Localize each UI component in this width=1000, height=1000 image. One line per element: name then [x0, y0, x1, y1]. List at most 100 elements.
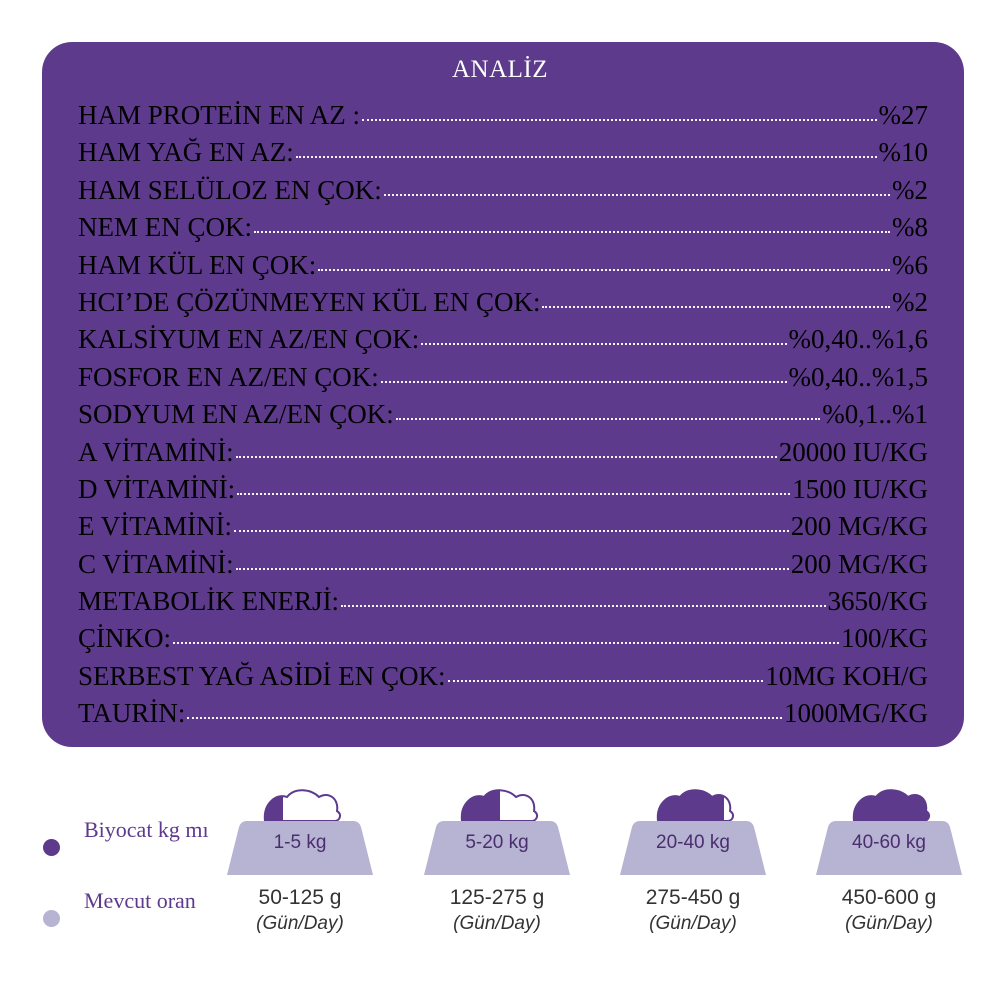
analysis-row: TAURİN: 1000MG/KG	[78, 695, 928, 732]
row-value: %6	[892, 249, 928, 280]
analysis-row: ÇİNKO: 100/KG	[78, 620, 928, 657]
bowl-weight-range: 20-40 kg	[656, 832, 730, 853]
analysis-row: C VİTAMİNİ: 200 MG/KG	[78, 546, 928, 583]
dot-leader	[318, 268, 890, 271]
dot-leader	[341, 605, 826, 608]
bowl-unit: (Gün/Day)	[649, 913, 737, 934]
food-fill-mark	[461, 790, 500, 821]
row-label: KALSİYUM EN AZ/EN ÇOK:	[78, 324, 420, 355]
row-label: NEM EN ÇOK:	[78, 212, 252, 243]
dot-leader	[542, 305, 890, 308]
dot-leader	[380, 380, 787, 383]
row-value: 100/KG	[841, 623, 928, 654]
analysis-row: HCI’DE ÇÖZÜNMEYEN KÜL EN ÇOK: %2	[78, 284, 928, 321]
bowl-weight-range: 40-60 kg	[852, 832, 926, 853]
analysis-row: SERBEST YAĞ ASİDİ EN ÇOK: 10MG KOH/G	[78, 658, 928, 695]
bowl-weight-range: 1-5 kg	[273, 832, 327, 853]
row-value: %0,40..%1,5	[788, 361, 928, 392]
row-label: HCI’DE ÇÖZÜNMEYEN KÜL EN ÇOK:	[78, 286, 541, 317]
row-value: %0,40..%1,6	[788, 324, 928, 355]
row-label: D VİTAMİNİ:	[78, 473, 236, 504]
analysis-title: ANALİZ	[451, 56, 549, 83]
bowl-icon	[424, 789, 570, 875]
row-label: HAM PROTEİN EN AZ :	[78, 100, 360, 130]
dot-leader	[395, 418, 821, 421]
bowl-unit: (Gün/Day)	[845, 913, 933, 934]
dot-leader	[235, 455, 777, 458]
row-label: HAM SELÜLOZ EN ÇOK:	[78, 174, 382, 205]
bowl-4: 40-60 kg 450-600 g (Gün/Day)	[814, 785, 964, 950]
row-value: %10	[878, 137, 929, 168]
legend: Biyocat kg mı Mevcut oran	[40, 815, 220, 956]
row-value: %2	[892, 174, 928, 205]
analysis-row: HAM KÜL EN ÇOK: %6	[78, 247, 928, 284]
row-label: SODYUM EN AZ/EN ÇOK:	[78, 399, 394, 430]
dot-leader	[254, 231, 890, 234]
bowl-icon	[816, 789, 962, 875]
analysis-row: FOSFOR EN AZ/EN ÇOK: %0,40..%1,5	[78, 359, 928, 396]
dot-leader	[237, 492, 791, 495]
dot-leader	[362, 119, 877, 121]
legend-label: Biyocat kg mı	[84, 817, 209, 842]
row-label: SERBEST YAĞ ASİDİ EN ÇOK:	[78, 660, 446, 691]
bowl-unit: (Gün/Day)	[453, 913, 541, 934]
row-value: 20000 IU/KG	[778, 436, 928, 467]
analysis-row: SODYUM EN AZ/EN ÇOK: %0,1..%1	[78, 396, 928, 433]
row-label: E VİTAMİNİ:	[78, 511, 233, 542]
row-label: C VİTAMİNİ:	[78, 548, 234, 579]
row-value: %2	[892, 286, 928, 317]
analysis-list: HAM PROTEİN EN AZ : %27 HAM YAĞ EN AZ: %10…	[78, 97, 928, 733]
dot-leader	[234, 530, 789, 533]
row-label: FOSFOR EN AZ/EN ÇOK:	[78, 361, 379, 392]
dot-leader	[447, 679, 764, 682]
bowl-unit: (Gün/Day)	[256, 913, 344, 934]
bowl-1: 1-5 kg 50-125 g (Gün/Day)	[225, 785, 375, 950]
food-fill-mark	[853, 790, 930, 821]
food-fill-mark	[264, 796, 283, 821]
analysis-row: HAM PROTEİN EN AZ : %27	[78, 97, 928, 134]
row-value: 1500 IU/KG	[792, 473, 928, 504]
row-value: 1000MG/KG	[783, 698, 928, 729]
row-label: A VİTAMİNİ:	[78, 436, 234, 467]
analysis-row: METABOLİK ENERJİ: 3650/KG	[78, 583, 928, 620]
bowl-amount: 450-600 g	[841, 886, 937, 909]
bowl-icon	[620, 789, 766, 875]
analysis-row: NEM EN ÇOK: %8	[78, 209, 928, 246]
row-value: 3650/KG	[827, 586, 929, 617]
bowl-icon	[227, 789, 373, 875]
analysis-row: KALSİYUM EN AZ/EN ÇOK: %0,40..%1,6	[78, 321, 928, 358]
row-label: HAM YAĞ EN AZ:	[78, 137, 294, 168]
bowl-amount: 50-125 g	[258, 886, 342, 909]
dot-leader	[295, 156, 877, 159]
analysis-row: E VİTAMİNİ: 200 MG/KG	[78, 508, 928, 545]
dot-leader	[383, 193, 890, 196]
legend-label: Mevcut oran	[84, 888, 196, 913]
row-label: ÇİNKO:	[78, 623, 171, 654]
dot-leader	[235, 567, 789, 570]
legend-dot-icon	[43, 910, 60, 927]
analysis-row: HAM YAĞ EN AZ: %10	[78, 134, 928, 171]
row-value: %0,1..%1	[822, 399, 928, 430]
row-value: %27	[878, 100, 929, 130]
analysis-panel	[42, 42, 964, 747]
dot-leader	[187, 717, 782, 720]
row-value: %8	[892, 212, 928, 243]
bowl-2: 5-20 kg 125-275 g (Gün/Day)	[422, 785, 572, 950]
row-value: 200 MG/KG	[790, 511, 928, 542]
bowl-amount: 125-275 g	[449, 886, 545, 909]
row-label: TAURİN:	[78, 698, 186, 729]
food-fill-mark	[657, 790, 724, 821]
dot-leader	[173, 642, 839, 645]
row-label: HAM KÜL EN ÇOK:	[78, 249, 317, 280]
row-value: 200 MG/KG	[790, 548, 928, 579]
analysis-row: HAM SELÜLOZ EN ÇOK: %2	[78, 172, 928, 209]
analysis-row: D VİTAMİNİ: 1500 IU/KG	[78, 471, 928, 508]
bowl-amount: 275-450 g	[645, 886, 741, 909]
bowl-3: 20-40 kg 275-450 g (Gün/Day)	[618, 785, 768, 950]
analysis-row: A VİTAMİNİ: 20000 IU/KG	[78, 434, 928, 471]
row-value: 10MG KOH/G	[765, 660, 928, 691]
dot-leader	[421, 343, 787, 346]
bowl-weight-range: 5-20 kg	[465, 832, 529, 853]
legend-item-mevcut: Mevcut oran	[40, 886, 220, 956]
row-label: METABOLİK ENERJİ:	[78, 586, 340, 617]
